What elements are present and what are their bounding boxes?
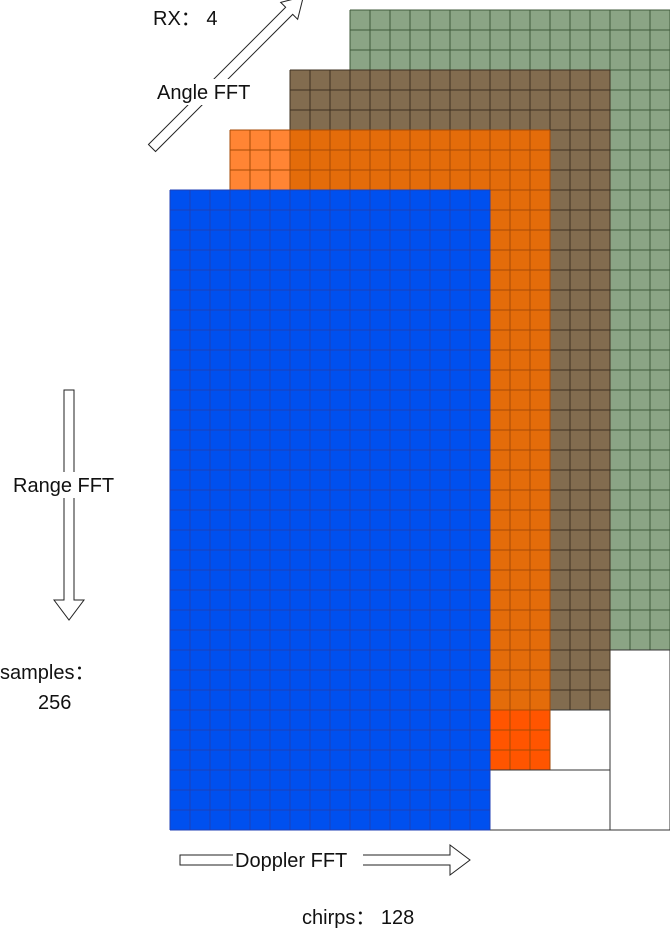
- angle-fft-arrow: [147, 0, 305, 153]
- angle-fft-label-bg: [155, 79, 267, 105]
- doppler-fft-label: Doppler FFT: [235, 850, 347, 872]
- rx-layer-4-blank-region: [609, 649, 670, 831]
- rx-layer-1-grid-lines: [169, 189, 491, 831]
- rx-layer-1-grid: [169, 189, 491, 831]
- range-fft-label-bg: [10, 472, 132, 498]
- rx-layer-2-highlight-top: [230, 130, 290, 190]
- doppler-fft-label-bg: [233, 847, 363, 873]
- rx-label: RX： 4: [153, 8, 217, 30]
- range-fft-arrow: [53, 389, 85, 621]
- chirps-label: chirps： 128: [302, 907, 414, 929]
- rx-layer-2-highlight-bottom: [490, 710, 550, 770]
- range-fft-label: Range FFT: [13, 475, 114, 497]
- rx-layer-1: [169, 189, 491, 831]
- samples-label-line1: samples：: [0, 662, 94, 684]
- samples-label-line2: 256: [38, 692, 71, 714]
- rx-layer-2-blank-region: [489, 769, 611, 831]
- angle-fft-label: Angle FFT: [157, 82, 250, 104]
- angle-fft-arrow-shape: [147, 0, 305, 153]
